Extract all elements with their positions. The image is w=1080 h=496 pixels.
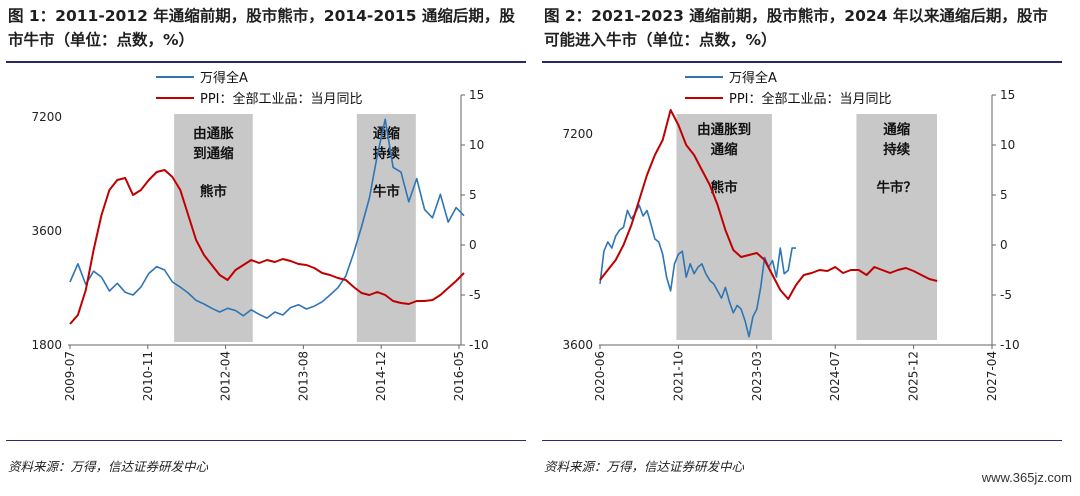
right-y-tick-label: -5 [1000, 288, 1012, 302]
x-tick-label: 2023-03 [750, 351, 764, 401]
x-tick-label: 2014-12 [374, 351, 388, 401]
x-tick-label: 2024-07 [828, 351, 842, 401]
chart-panel-right: 图 2：2021-2023 通缩前期，股市熊市，2024 年以来通缩后期，股市可… [542, 0, 1072, 474]
left-y-tick-label: 1800 [31, 338, 62, 352]
title-divider [6, 61, 526, 63]
figure-title: 图 2：2021-2023 通缩前期，股市熊市，2024 年以来通缩后期，股市可… [544, 7, 1048, 49]
right-y-tick-label: -10 [469, 338, 489, 352]
legend-label: 万得全A [200, 70, 248, 86]
right-y-tick-label: 0 [1000, 238, 1008, 252]
left-y-tick-label: 7200 [562, 127, 593, 141]
x-tick-label: 2010-11 [141, 351, 155, 401]
legend-label: PPI：全部工业品：当月同比 [729, 91, 892, 107]
region-label: 由通胀 [193, 125, 234, 142]
region-label: 由通胀到 [697, 121, 751, 138]
x-tick-label: 2013-08 [296, 351, 310, 401]
region-label: 通缩 [711, 141, 738, 158]
figure-title: 图 1：2011-2012 年通缩前期，股市熊市，2014-2015 通缩后期，… [8, 7, 515, 49]
legend-label: PPI：全部工业品：当月同比 [200, 91, 363, 107]
x-tick-label: 2012-04 [219, 351, 233, 401]
title-divider [542, 61, 1062, 63]
left-y-tick-label: 3600 [31, 224, 62, 238]
site-watermark: www.365jz.com [981, 470, 1072, 485]
ppi-series-line [69, 169, 465, 325]
legend-label: 万得全A [729, 70, 777, 86]
right-y-tick-label: 10 [469, 138, 484, 152]
region-label: 通缩 [883, 121, 911, 138]
source-note: 资料来源：万得，信达证券研发中心 [8, 459, 209, 474]
x-tick-label: 2025-12 [907, 351, 921, 401]
region-label: 持续 [883, 141, 911, 158]
footer-divider [6, 440, 526, 441]
x-tick-label: 2027-04 [985, 351, 999, 401]
right-y-tick-label: 5 [1000, 188, 1008, 202]
x-tick-label: 2016-05 [452, 351, 466, 401]
right-y-tick-label: -10 [1000, 338, 1020, 352]
footer-divider [542, 440, 1062, 441]
region-label: 熊市 [711, 179, 738, 196]
region-label: 到通缩 [193, 145, 234, 162]
index-series-line [69, 118, 465, 319]
left-y-tick-label: 3600 [562, 338, 593, 352]
right-y-tick-label: -5 [469, 288, 481, 302]
region-label: 通缩 [373, 125, 400, 142]
left-y-tick-label: 7200 [31, 110, 62, 124]
right-y-tick-label: 0 [469, 238, 477, 252]
chart-panel-left: 图 1：2011-2012 年通缩前期，股市熊市，2014-2015 通缩后期，… [6, 0, 536, 474]
region-label: 熊市 [200, 183, 227, 200]
region-label: 持续 [373, 145, 400, 162]
x-tick-label: 2009-07 [63, 351, 77, 401]
right-y-tick-label: 10 [1000, 138, 1015, 152]
source-note: 资料来源：万得，信达证券研发中心 [544, 459, 745, 474]
shaded-region [856, 114, 937, 340]
shaded-region [174, 114, 253, 342]
right-y-tick-label: 15 [469, 88, 484, 102]
x-tick-label: 2020-06 [593, 351, 607, 401]
region-label: 牛市 [373, 183, 400, 200]
right-y-tick-label: 15 [1000, 88, 1015, 102]
x-tick-label: 2021-10 [671, 351, 685, 401]
index-series-line [599, 204, 796, 338]
right-y-tick-label: 5 [469, 188, 477, 202]
region-label: 牛市？ [876, 179, 917, 196]
ppi-series-line [599, 109, 938, 300]
